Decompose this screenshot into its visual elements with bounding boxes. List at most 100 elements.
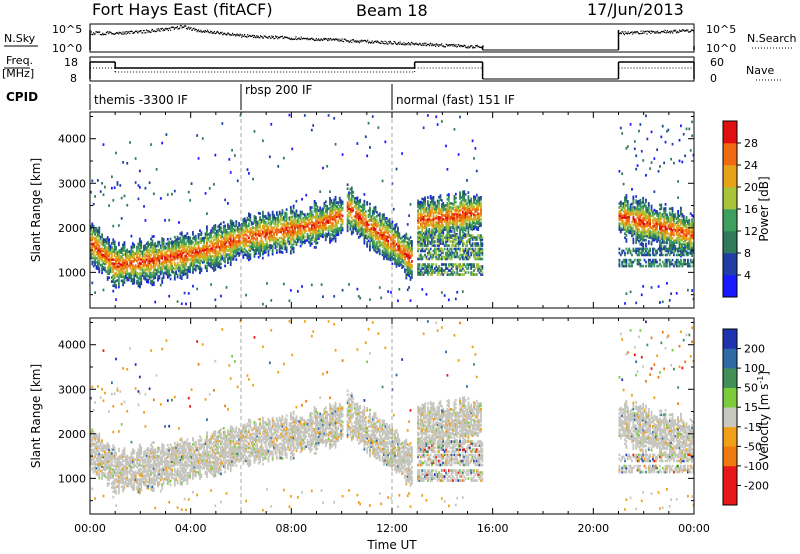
power-echo	[320, 224, 323, 228]
nsky-point	[281, 35, 283, 37]
power-echo	[417, 225, 419, 229]
power-echo	[115, 286, 117, 289]
power-echo	[259, 212, 261, 215]
power-echo	[313, 230, 316, 233]
power-echo	[129, 264, 131, 267]
power-echo	[185, 234, 187, 238]
power-echo	[449, 216, 452, 219]
power-echo	[214, 252, 217, 255]
power-echo	[263, 243, 266, 246]
power-echo	[348, 221, 350, 225]
power-echo	[110, 254, 113, 257]
nsky-point	[289, 38, 291, 40]
power-echo	[366, 229, 369, 232]
power-echo	[261, 226, 264, 230]
power-echo	[373, 242, 376, 246]
power-echo	[291, 215, 294, 219]
power-echo	[295, 225, 298, 229]
power-echo	[259, 246, 261, 249]
power-echo	[98, 262, 101, 266]
power-echo	[90, 236, 92, 240]
power-echo	[247, 248, 250, 252]
power-echo	[298, 220, 301, 223]
power-echo	[395, 253, 398, 256]
power-echo	[356, 214, 359, 218]
power-echo	[285, 214, 288, 217]
power-echo	[399, 247, 402, 250]
power-echo	[257, 211, 260, 215]
power-echo	[145, 248, 148, 251]
power-echo	[136, 245, 138, 249]
power-echo	[115, 251, 117, 255]
power-echo	[120, 265, 123, 269]
nsky-point	[419, 42, 421, 44]
nsky-point	[624, 31, 626, 33]
power-echo	[144, 261, 147, 265]
power-echo	[141, 258, 144, 261]
power-echo	[478, 204, 481, 208]
power-echo	[308, 227, 310, 230]
power-echo	[296, 238, 299, 241]
power-echo	[470, 211, 473, 215]
power-echo	[253, 219, 256, 222]
power-echo	[102, 243, 105, 247]
power-echo	[624, 216, 626, 220]
power-echo	[411, 240, 413, 243]
power-echo	[295, 219, 298, 223]
power-echo	[446, 239, 449, 243]
power-echo	[105, 246, 108, 249]
power-echo	[435, 224, 438, 228]
power-echo	[466, 204, 468, 208]
power-echo	[316, 221, 319, 225]
power-echo	[353, 225, 356, 228]
power-echo	[475, 225, 478, 229]
power-echo	[94, 241, 96, 244]
power-echo	[235, 248, 238, 251]
power-echo	[116, 251, 119, 254]
power-echo	[363, 239, 366, 243]
power-echo	[411, 264, 413, 267]
nsky-point	[293, 38, 296, 40]
nsky-point	[400, 43, 402, 45]
power-echo	[363, 199, 366, 203]
power-echo	[192, 251, 194, 254]
power-echo	[271, 220, 274, 224]
power-echo	[373, 222, 376, 226]
power-echo	[102, 241, 105, 245]
power-echo	[207, 245, 210, 248]
power-echo	[445, 210, 447, 213]
power-echo	[206, 247, 208, 250]
power-echo	[334, 239, 337, 243]
power-echo	[91, 246, 94, 250]
power-echo	[145, 278, 148, 281]
power-echo	[618, 222, 621, 225]
power-echo	[356, 202, 359, 206]
power-echo	[287, 239, 289, 243]
power-echo	[267, 237, 270, 241]
power-echo	[461, 198, 464, 202]
nsky-point	[145, 32, 147, 34]
nsky-point	[219, 31, 222, 34]
power-echo	[299, 230, 302, 234]
nsky-point	[684, 30, 687, 32]
nsky-point	[246, 36, 248, 38]
power-echo	[292, 214, 295, 218]
power-echo	[131, 266, 134, 269]
nsky-point	[466, 47, 468, 49]
power-echo	[387, 247, 390, 251]
power-echo	[98, 252, 101, 256]
power-echo	[629, 123, 632, 126]
power-echo	[247, 258, 250, 262]
power-echo	[183, 262, 186, 266]
power-echo	[249, 247, 252, 251]
power-echo	[322, 225, 324, 229]
power-echo	[247, 236, 250, 240]
power-echo	[624, 196, 626, 199]
power-echo	[220, 236, 222, 240]
power-echo	[200, 251, 203, 255]
power-echo	[289, 289, 292, 292]
power-echo	[338, 204, 341, 208]
power-echo	[234, 237, 236, 240]
power-echo	[398, 256, 401, 259]
power-echo	[161, 281, 164, 284]
